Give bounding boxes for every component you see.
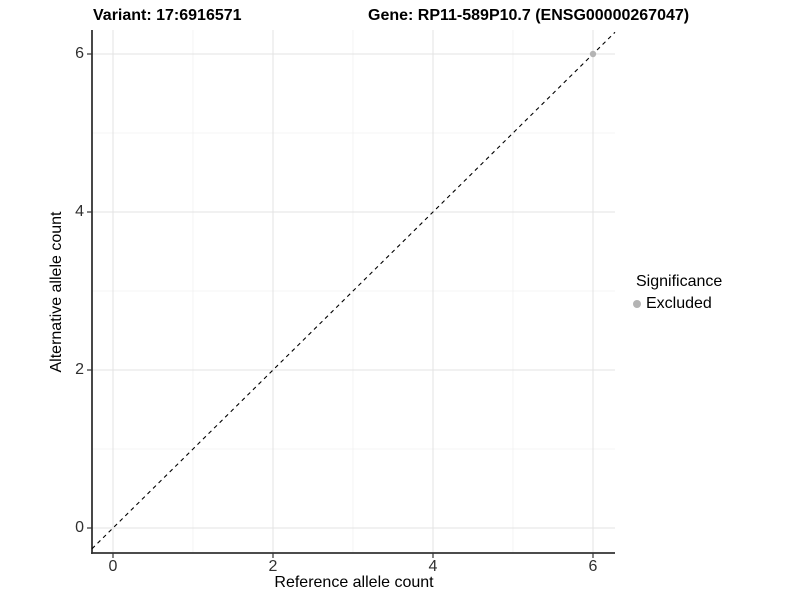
y-tick-label: 6 — [75, 45, 84, 62]
y-tick-label: 0 — [75, 519, 84, 536]
x-tick-label: 6 — [588, 558, 598, 575]
x-tick-label: 2 — [268, 558, 278, 575]
x-tick-label: 4 — [428, 558, 438, 575]
identity-dashed-line — [91, 31, 616, 550]
y-tick-label: 4 — [75, 203, 84, 220]
excluded-dot-icon — [633, 299, 641, 308]
legend-item-label: Excluded — [646, 295, 712, 312]
x-tick-label: 0 — [108, 558, 118, 575]
gene-title: Gene: RP11-589P10.7 (ENSG00000267047) — [368, 7, 690, 24]
legend: Significance Excluded — [633, 273, 798, 312]
data-point-excluded — [589, 50, 597, 58]
y-axis-title: Alternative allele count — [48, 211, 65, 373]
legend-item-excluded: Excluded — [633, 295, 798, 312]
legend-title: Significance — [636, 273, 723, 290]
x-axis-title: Reference allele count — [274, 574, 434, 591]
variant-title: Variant: 17:6916571 — [93, 7, 242, 24]
y-tick-label: 2 — [75, 361, 84, 378]
